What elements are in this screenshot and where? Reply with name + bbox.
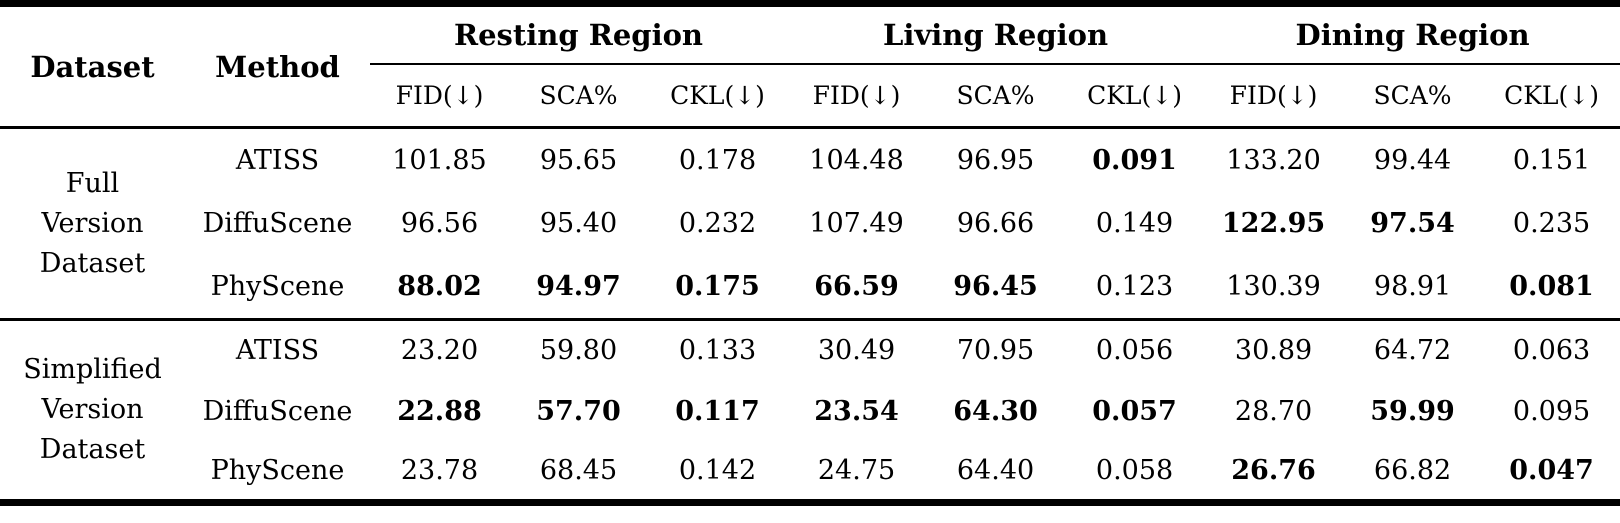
value-cell: 0.095 (1512, 395, 1591, 427)
method-cell: DiffuScene (202, 395, 353, 427)
dataset-label-line: Version (41, 394, 144, 425)
value-cell: 68.45 (539, 454, 618, 486)
value-cell: 104.48 (809, 144, 904, 176)
method-cell: ATISS (235, 335, 320, 367)
value-cell-best: 59.99 (1370, 395, 1455, 427)
metric-header: CKL(↓) (1087, 80, 1182, 110)
metric-header: SCA% (1373, 80, 1452, 110)
value-cell: 0.133 (678, 335, 757, 367)
metric-header-row: FID(↓) SCA% CKL(↓) FID(↓) SCA% CKL(↓) FID(↓) SC… (0, 64, 1620, 128)
metric-header: CKL(↓) (670, 80, 765, 110)
value-cell: 101.85 (392, 144, 487, 176)
group-header-row: Dataset Method Resting Region Living Reg… (0, 3, 1620, 84)
value-cell: 96.56 (400, 208, 479, 239)
value-cell: 64.72 (1373, 335, 1452, 367)
value-cell: 107.49 (809, 208, 904, 239)
value-cell: 0.058 (1095, 454, 1174, 486)
value-cell: 99.44 (1373, 144, 1452, 176)
table-row: Simplified Version Dataset ATISS 23.20 59.80 0… (0, 320, 1620, 465)
method-cell: DiffuScene (202, 208, 353, 239)
value-cell-best: 66.59 (814, 271, 899, 303)
value-cell: 96.95 (956, 144, 1035, 176)
table-row: Full Version Dataset ATISS 101.85 95.65 0.178 1… (0, 128, 1620, 279)
value-cell: 0.178 (678, 144, 757, 176)
value-cell: 23.78 (400, 454, 479, 486)
value-cell: 0.063 (1512, 335, 1591, 367)
col-header-dataset: Dataset (30, 49, 155, 84)
region-header-dining: Dining Region (1204, 3, 1620, 65)
value-cell-best: 88.02 (397, 271, 482, 303)
value-cell: 0.151 (1512, 144, 1591, 176)
method-cell: ATISS (235, 144, 320, 176)
value-cell: 23.20 (400, 335, 479, 367)
value-cell: 30.89 (1234, 335, 1313, 367)
value-cell: 0.056 (1095, 335, 1174, 367)
value-cell: 30.49 (817, 335, 896, 367)
value-cell-best: 0.091 (1092, 144, 1177, 176)
value-cell: 0.235 (1512, 208, 1591, 239)
table-row: PhyScene 88.02 94.97 0.175 66.59 96.45 0.123 13… (0, 256, 1620, 320)
value-cell: 96.66 (956, 208, 1035, 239)
value-cell-best: 94.97 (536, 271, 621, 303)
table-row: DiffuScene 22.88 57.70 0.117 23.54 64.30 0.057… (0, 381, 1620, 442)
value-cell-best: 26.76 (1231, 454, 1316, 486)
dataset-label: Full Version Dataset (0, 128, 185, 320)
value-cell: 66.82 (1373, 454, 1452, 486)
value-cell: 28.70 (1234, 395, 1313, 427)
dataset-label-line: Dataset (39, 434, 146, 465)
metric-header: SCA% (539, 80, 618, 110)
value-cell-best: 97.54 (1370, 208, 1455, 239)
value-cell: 98.91 (1373, 271, 1452, 303)
value-cell: 130.39 (1226, 271, 1321, 303)
dataset-label-line: Full (65, 167, 120, 199)
value-cell: 0.149 (1095, 208, 1174, 239)
dataset-label: Simplified Version Dataset (0, 320, 185, 503)
value-cell-best: 0.081 (1509, 271, 1594, 303)
value-cell: 70.95 (956, 335, 1035, 367)
value-cell-best: 22.88 (397, 395, 482, 427)
dataset-label-line: Dataset (39, 247, 146, 279)
table-row: PhyScene 23.78 68.45 0.142 24.75 64.40 0.058 26… (0, 442, 1620, 503)
value-cell-best: 0.117 (675, 395, 760, 427)
value-cell: 95.65 (539, 144, 618, 176)
value-cell: 59.80 (539, 335, 618, 367)
metric-header: CKL(↓) (1504, 80, 1599, 110)
region-header-resting: Resting Region (370, 3, 788, 65)
region-header-living: Living Region (787, 3, 1205, 65)
metric-header: FID(↓) (395, 80, 484, 110)
value-cell-best: 0.047 (1509, 454, 1594, 486)
value-cell-best: 96.45 (953, 271, 1038, 303)
value-cell-best: 0.175 (675, 271, 760, 303)
table-row: DiffuScene 96.56 95.40 0.232 107.49 96.66 0.14… (0, 192, 1620, 256)
full-dataset-block: Full Version Dataset ATISS 101.85 95.65 0.178 1… (0, 128, 1620, 320)
value-cell: 133.20 (1226, 144, 1321, 176)
value-cell-best: 23.54 (814, 395, 899, 427)
value-cell: 0.142 (678, 454, 757, 486)
method-cell: PhyScene (210, 454, 345, 486)
metric-header: FID(↓) (1229, 80, 1318, 110)
value-cell: 0.232 (678, 208, 757, 239)
value-cell: 0.123 (1095, 271, 1174, 303)
table-header: Dataset Method Resting Region Living Reg… (0, 3, 1620, 128)
metric-header: SCA% (956, 80, 1035, 110)
value-cell-best: 122.95 (1221, 208, 1326, 239)
value-cell-best: 57.70 (536, 395, 621, 427)
value-cell: 95.40 (539, 208, 618, 239)
value-cell-best: 0.057 (1092, 395, 1177, 427)
simplified-dataset-block: Simplified Version Dataset ATISS 23.20 59.80 0… (0, 319, 1620, 503)
value-cell: 24.75 (817, 454, 896, 486)
method-cell: PhyScene (210, 271, 345, 303)
dataset-label-line: Simplified (23, 354, 162, 385)
dataset-label-line: Version (41, 207, 144, 239)
metric-header: FID(↓) (812, 80, 901, 110)
value-cell-best: 64.30 (953, 395, 1038, 427)
col-header-method: Method (215, 49, 340, 84)
value-cell: 64.40 (956, 454, 1035, 486)
results-table: Dataset Method Resting Region Living Reg… (0, 0, 1620, 506)
